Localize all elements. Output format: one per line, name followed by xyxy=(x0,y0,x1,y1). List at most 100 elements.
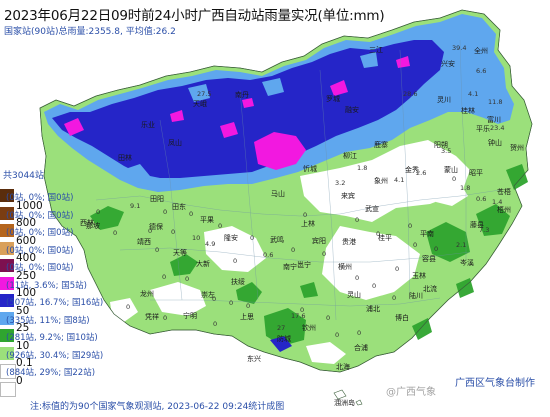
place-label: 三江 xyxy=(369,46,383,54)
place-label: 宾阳 xyxy=(312,236,326,245)
place-label: 合浦 xyxy=(354,343,368,352)
legend-swatch xyxy=(0,364,16,379)
place-label: 马山 xyxy=(271,189,285,198)
legend-threshold: 0 xyxy=(16,374,23,387)
station-value: 0.6 xyxy=(476,195,486,203)
station-value: 0 xyxy=(229,299,233,307)
station-value: 0 xyxy=(162,273,166,281)
place-label: 田林 xyxy=(118,153,132,162)
legend-count: (0站, 0%; 国0站) xyxy=(6,193,74,203)
station-value: 0.6 xyxy=(263,251,273,259)
legend-count: (0站, 0%; 国0站) xyxy=(6,228,74,238)
station-value: 2.6 xyxy=(416,169,426,177)
county-boundaries xyxy=(95,39,501,321)
station-value: 0 xyxy=(395,265,399,273)
place-label: 北流 xyxy=(423,284,437,293)
place-label: 大新 xyxy=(196,259,210,268)
station-value: 0 xyxy=(213,320,217,328)
place-label: 忻城 xyxy=(303,164,317,173)
station-value: 0 xyxy=(185,275,189,283)
station-value: 10 xyxy=(192,234,200,242)
place-label: 天等 xyxy=(173,248,187,257)
station-value: 0 xyxy=(392,294,396,302)
station-value: 1.8 xyxy=(357,164,367,172)
place-label: 钟山 xyxy=(488,138,502,147)
station-value: 1.4 xyxy=(492,198,502,206)
legend-swatch xyxy=(0,311,14,325)
station-value: 0 xyxy=(171,228,175,236)
station-value: 0 xyxy=(246,302,250,310)
legend-count: (507站, 16.7%; 国16站) xyxy=(6,298,104,308)
legend-swatch xyxy=(0,224,14,237)
place-label: 陆川 xyxy=(409,291,423,300)
place-label: 平果 xyxy=(200,216,214,224)
station-value: 0 xyxy=(355,274,359,282)
station-value: 0 xyxy=(335,331,339,339)
legend-threshold: 100 xyxy=(16,287,37,299)
station-value: 0 xyxy=(218,222,222,230)
station-value: 0 xyxy=(113,229,117,237)
station-value: 1.8 xyxy=(460,184,470,192)
station-value: 17.6 xyxy=(291,312,305,320)
place-label: 来宾 xyxy=(341,191,355,200)
station-value: 0 xyxy=(326,314,330,322)
island-xieyang xyxy=(355,399,363,406)
station-value: 4.1 xyxy=(394,176,404,184)
place-label: 阳朔 xyxy=(434,140,448,149)
band-25-50 xyxy=(90,164,528,346)
place-label: 岑溪 xyxy=(460,258,474,267)
station-value: 0 xyxy=(357,329,361,337)
station-value: 0 xyxy=(189,210,193,218)
legend-count: (0站, 0%; 国0站) xyxy=(6,245,74,256)
station-value: 0 xyxy=(303,211,307,219)
place-label: 灵山 xyxy=(347,290,361,299)
place-label: 武宣 xyxy=(365,204,379,213)
station-value: 3.2 xyxy=(335,179,345,187)
place-label: 横州 xyxy=(338,262,352,271)
legend-count: (884站, 29%; 国22站) xyxy=(6,368,96,378)
station-value: 0 xyxy=(408,222,412,230)
place-label: 金秀 xyxy=(405,165,419,174)
station-value: 23.4 xyxy=(490,124,504,132)
place-label: 上思 xyxy=(240,312,254,321)
legend-swatch xyxy=(0,346,14,360)
island-weizhou xyxy=(333,389,347,400)
province-outline xyxy=(39,9,533,373)
station-value: 27 xyxy=(277,324,285,332)
place-label: 田东 xyxy=(172,202,186,211)
legend-threshold: 10 xyxy=(16,339,30,352)
place-label: 南宁 xyxy=(283,262,297,271)
place-label: 上林 xyxy=(301,219,315,228)
place-label: 凭祥 xyxy=(145,312,159,321)
station-value: 4.1 xyxy=(468,90,478,98)
place-label: 扶绥 xyxy=(231,277,245,286)
place-label: 隆安 xyxy=(224,233,238,242)
station-value: 0 xyxy=(355,216,359,224)
place-label: 邕宁 xyxy=(297,260,311,269)
station-value: 0 xyxy=(163,208,167,216)
map-title: 2023年06月22日09时前24小时广西自动站雨量实况(单位:mm) xyxy=(4,8,385,24)
legend-threshold: 50 xyxy=(16,304,30,317)
place-label: 那坡 xyxy=(86,221,100,230)
station-value: 28.6 xyxy=(403,90,417,98)
band-250-plus xyxy=(64,56,410,170)
station-value: 0 xyxy=(233,257,237,265)
station-value: 0 xyxy=(212,295,216,303)
station-value: 0 xyxy=(291,246,295,254)
place-label: 凤山 xyxy=(168,138,182,147)
legend-swatch xyxy=(0,206,14,220)
legend-count: (0站, 0%; 国0站) xyxy=(6,210,74,221)
place-label: 平南 xyxy=(420,229,434,238)
station-value: 7.3 xyxy=(479,226,489,234)
station-value: 0 xyxy=(452,175,456,183)
place-label: 博白 xyxy=(395,313,409,322)
place-label: 钦州 xyxy=(302,323,316,332)
footnote: 注:标值的为90个国家气象观测站, 2023-06-22 09:24统计成图 xyxy=(30,402,285,412)
place-label: 梧州 xyxy=(497,205,511,214)
place-label: 兴安 xyxy=(441,59,455,68)
legend-swatch xyxy=(0,381,16,397)
place-label: 宁明 xyxy=(183,311,197,320)
station-value: 0 xyxy=(434,245,438,253)
place-label: 天峨 xyxy=(193,99,207,108)
